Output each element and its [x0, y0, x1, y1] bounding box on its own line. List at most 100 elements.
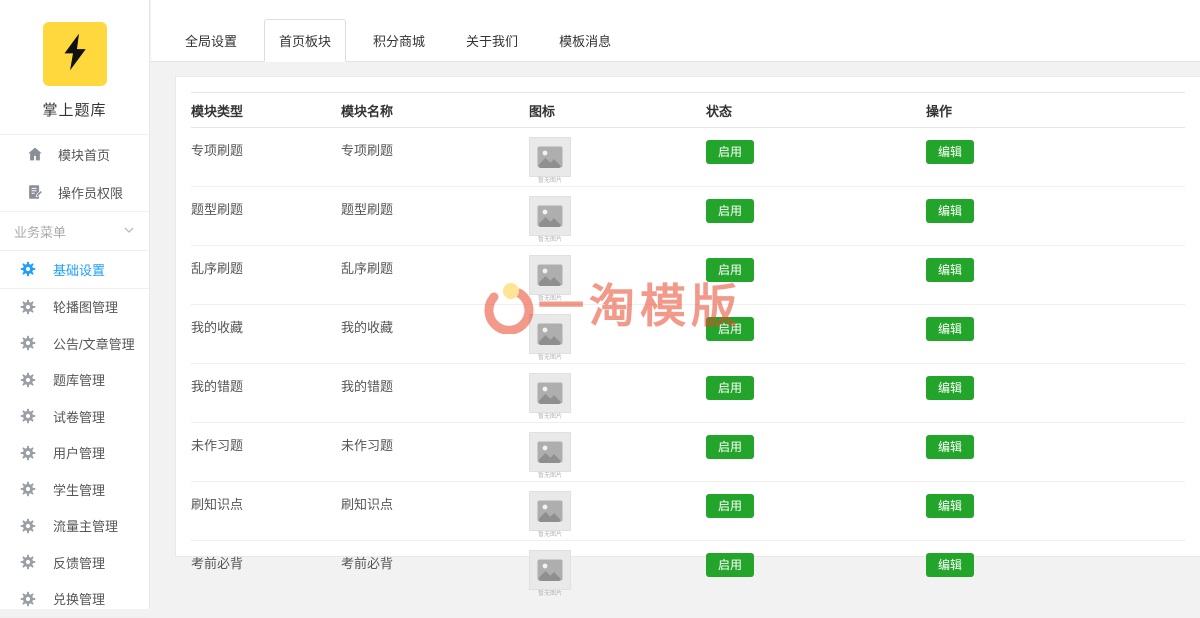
- cell-icon: 暂无图片: [529, 422, 706, 482]
- module-table: 模块类型 模块名称 图标 状态 操作 专项刷题 专项刷题: [191, 92, 1185, 599]
- cell-icon: 暂无图片: [529, 186, 706, 246]
- table-row: 乱序刷题 乱序刷题 暂无图片 启用 编辑: [191, 245, 1185, 305]
- image-placeholder-caption: 暂无图片: [537, 178, 562, 184]
- gear-icon: [20, 261, 36, 277]
- cell-module-name: 乱序刷题: [341, 245, 529, 305]
- edit-button[interactable]: 编辑: [926, 317, 975, 341]
- chevron-down-icon: [123, 224, 135, 239]
- enable-status-button[interactable]: 启用: [706, 258, 755, 282]
- table-row: 专项刷题 专项刷题 暂无图片 启用 编辑: [191, 127, 1185, 187]
- image-placeholder: 暂无图片: [529, 491, 571, 540]
- image-placeholder-caption: 暂无图片: [537, 296, 562, 302]
- sidebar-item-basic-settings[interactable]: 基础设置: [0, 251, 149, 288]
- edit-button[interactable]: 编辑: [926, 140, 975, 164]
- cell-module-type: 专项刷题: [191, 127, 341, 187]
- sidebar-item-label: 轮播图管理: [53, 300, 119, 316]
- content-area: 模块类型 模块名称 图标 状态 操作 专项刷题 专项刷题: [151, 62, 1200, 609]
- enable-status-button[interactable]: 启用: [706, 435, 755, 459]
- column-header-module-type: 模块类型: [191, 92, 341, 128]
- logo-area: 掌上题库: [0, 0, 149, 120]
- enable-status-button[interactable]: 启用: [706, 376, 755, 400]
- image-placeholder: 暂无图片: [529, 255, 571, 304]
- no-image-icon: [529, 255, 571, 295]
- sidebar-item-label: 用户管理: [53, 446, 106, 462]
- cell-status: 启用: [706, 186, 926, 246]
- section-label: 业务菜单: [14, 224, 67, 240]
- enable-status-button[interactable]: 启用: [706, 553, 755, 577]
- image-placeholder: 暂无图片: [529, 196, 571, 245]
- image-placeholder: 暂无图片: [529, 373, 571, 422]
- home-icon: [27, 146, 43, 162]
- image-placeholder-caption: 暂无图片: [537, 591, 562, 597]
- gear-icon: [20, 481, 36, 497]
- cell-module-name: 题型刷题: [341, 186, 529, 246]
- cell-icon: 暂无图片: [529, 541, 706, 600]
- edit-button[interactable]: 编辑: [926, 199, 975, 223]
- image-placeholder-caption: 暂无图片: [537, 414, 562, 420]
- gear-icon: [20, 408, 36, 424]
- cell-module-name: 我的错题: [341, 363, 529, 423]
- enable-status-button[interactable]: 启用: [706, 317, 755, 341]
- tab-global-settings[interactable]: 全局设置: [185, 34, 238, 49]
- enable-status-button[interactable]: 启用: [706, 494, 755, 518]
- tab-home-modules[interactable]: 首页板块: [264, 19, 347, 62]
- table-row: 刷知识点 刷知识点 暂无图片 启用 编辑: [191, 481, 1185, 541]
- table-row: 我的收藏 我的收藏 暂无图片 启用 编辑: [191, 304, 1185, 364]
- edit-button[interactable]: 编辑: [926, 553, 975, 577]
- sidebar-item-exam-paper-management[interactable]: 试卷管理: [0, 398, 149, 435]
- sidebar-item-announcement-article-management[interactable]: 公告/文章管理: [0, 325, 149, 362]
- sidebar-item-exchange-management[interactable]: 兑换管理: [0, 581, 149, 618]
- sidebar-item-module-home[interactable]: 模块首页: [0, 135, 149, 173]
- cell-module-type: 我的错题: [191, 363, 341, 423]
- column-header-module-name: 模块名称: [341, 92, 529, 128]
- cell-action: 编辑: [926, 304, 1185, 364]
- edit-button[interactable]: 编辑: [926, 258, 975, 282]
- tab-template-messages[interactable]: 模板消息: [559, 34, 612, 49]
- sidebar-item-operator-permissions[interactable]: 操作员权限: [0, 173, 149, 211]
- no-image-icon: [529, 137, 571, 177]
- sidebar-item-user-management[interactable]: 用户管理: [0, 435, 149, 472]
- sidebar-item-label: 试卷管理: [53, 409, 106, 425]
- sidebar-item-label: 兑换管理: [53, 592, 106, 608]
- edit-button[interactable]: 编辑: [926, 435, 975, 459]
- cell-status: 启用: [706, 127, 926, 187]
- cell-action: 编辑: [926, 541, 1185, 600]
- tab-about-us[interactable]: 关于我们: [466, 34, 519, 49]
- cell-status: 启用: [706, 304, 926, 364]
- sidebar-item-carousel-management[interactable]: 轮播图管理: [0, 289, 149, 326]
- gear-icon: [20, 518, 36, 534]
- sidebar-item-label: 流量主管理: [53, 519, 119, 535]
- image-placeholder: 暂无图片: [529, 314, 571, 363]
- cell-action: 编辑: [926, 127, 1185, 187]
- table-row: 考前必背 考前必背 暂无图片 启用 编辑: [191, 541, 1185, 600]
- enable-status-button[interactable]: 启用: [706, 140, 755, 164]
- sidebar-item-label: 反馈管理: [53, 555, 106, 571]
- cell-module-name: 刷知识点: [341, 481, 529, 541]
- tab-bar: 全局设置 首页板块 积分商城 关于我们 模板消息: [151, 0, 1200, 62]
- sidebar-section-business-menu[interactable]: 业务菜单: [0, 212, 149, 250]
- cell-module-name: 我的收藏: [341, 304, 529, 364]
- cell-icon: 暂无图片: [529, 481, 706, 541]
- document-pen-icon: [27, 184, 43, 200]
- tab-points-mall[interactable]: 积分商城: [373, 34, 426, 49]
- cell-action: 编辑: [926, 481, 1185, 541]
- sidebar-item-label: 操作员权限: [58, 185, 124, 201]
- sidebar-item-question-bank-management[interactable]: 题库管理: [0, 362, 149, 399]
- sidebar-item-feedback-management[interactable]: 反馈管理: [0, 544, 149, 581]
- cell-module-type: 我的收藏: [191, 304, 341, 364]
- image-placeholder-caption: 暂无图片: [537, 473, 562, 479]
- gear-icon: [20, 445, 36, 461]
- sidebar-item-label: 基础设置: [53, 262, 106, 278]
- table-row: 我的错题 我的错题 暂无图片 启用 编辑: [191, 363, 1185, 423]
- sidebar-item-traffic-owner-management[interactable]: 流量主管理: [0, 508, 149, 545]
- edit-button[interactable]: 编辑: [926, 376, 975, 400]
- cell-status: 启用: [706, 363, 926, 423]
- sidebar-item-label: 模块首页: [58, 147, 111, 163]
- no-image-icon: [529, 491, 571, 531]
- enable-status-button[interactable]: 启用: [706, 199, 755, 223]
- sidebar-item-student-management[interactable]: 学生管理: [0, 471, 149, 508]
- divider: [0, 134, 149, 135]
- image-placeholder: 暂无图片: [529, 550, 571, 599]
- edit-button[interactable]: 编辑: [926, 494, 975, 518]
- cell-status: 启用: [706, 422, 926, 482]
